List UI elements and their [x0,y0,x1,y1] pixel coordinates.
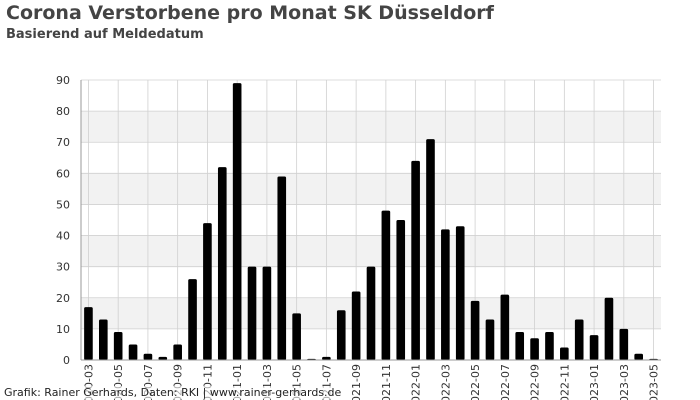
bar [545,332,554,360]
bar [158,356,168,360]
x-tick-label: 2022-01 [410,364,423,400]
y-tick-label: 60 [56,167,70,180]
y-tick-label: 90 [56,74,70,87]
bar [84,307,93,360]
bar [232,83,242,360]
bar [188,279,197,360]
bar [604,297,614,360]
bar [560,347,569,360]
x-tick-label: 2023-05 [648,364,661,400]
y-tick-label: 80 [56,105,70,118]
chart-credit: Grafik: Rainer Gerhards, Daten: RKI | ww… [4,386,342,399]
bar [336,310,346,360]
bar [173,344,182,360]
x-tick-label: 2022-07 [499,364,512,400]
bar [277,176,287,360]
x-tick-label: 2023-03 [618,364,631,400]
bar [217,167,227,360]
y-axis: 0 10 20 30 40 50 60 70 80 90 [56,74,82,367]
bar [455,226,465,360]
bar [113,332,123,360]
bar [262,266,272,360]
bar [589,335,599,360]
y-tick-label: 30 [56,261,70,274]
bar [500,294,510,360]
x-tick-label: 2022-05 [469,364,482,400]
grid-band [81,235,661,267]
y-tick-label: 40 [56,230,70,243]
bar [530,338,539,360]
bar [381,210,391,360]
bar [98,319,108,360]
bar [441,229,450,360]
y-tick-label: 10 [56,323,70,336]
bar [292,313,301,360]
bar [322,356,331,360]
x-tick-label: 2023-01 [588,364,601,400]
y-tick-label: 70 [56,136,70,149]
bar [366,266,376,360]
bar [485,319,495,360]
x-tick-label: 2022-03 [439,364,452,400]
y-tick-label: 50 [56,198,70,211]
bar [128,344,138,360]
bar [247,266,257,360]
bar [470,300,480,360]
grid-band [81,173,661,205]
bar [411,160,420,360]
y-tick-label: 20 [56,292,70,305]
bar [143,353,153,360]
x-tick-label: 2021-09 [350,364,363,400]
x-tick-label: 2022-11 [558,364,571,400]
bar [515,332,525,360]
chart-subtitle: Basierend auf Meldedatum [6,27,204,42]
bar [426,139,435,360]
y-tick-label: 0 [63,354,70,367]
bar [574,319,584,360]
bar [203,223,212,360]
grid-band [81,111,661,143]
bar [619,328,629,360]
x-tick-label: 2021-11 [380,364,393,400]
bar [396,220,406,360]
bar [634,353,644,360]
bar [351,291,361,360]
chart-title: Corona Verstorbene pro Monat SK Düsseldo… [6,2,494,24]
bars [84,83,658,360]
x-tick-label: 2022-09 [529,364,542,400]
x-axis: 2020-03 2020-05 2020-07 2020-09 2020-11 2021-… [81,359,661,400]
